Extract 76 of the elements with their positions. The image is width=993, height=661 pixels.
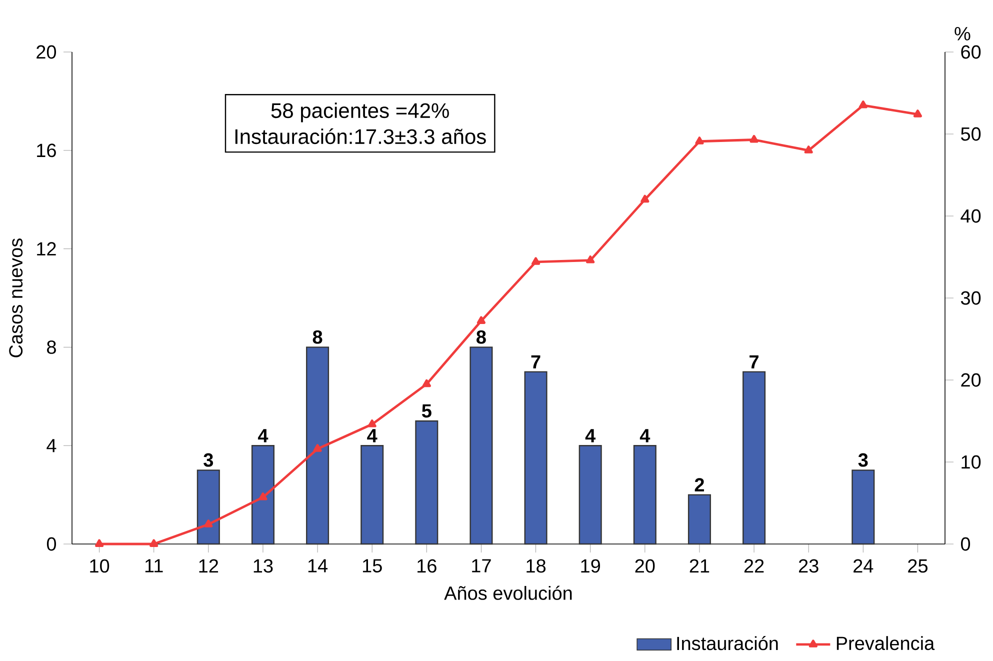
y2-tick-label: 50 (960, 127, 981, 141)
bar (852, 470, 875, 545)
data-label: 4 (367, 429, 378, 442)
bar (578, 445, 602, 545)
bar (633, 445, 656, 545)
point (695, 136, 704, 144)
bar (742, 371, 766, 545)
point (204, 520, 213, 528)
bar (688, 494, 711, 545)
data-label: 2 (694, 478, 704, 492)
data-label: 8 (312, 330, 322, 344)
x-tick-label: 19 (581, 559, 600, 573)
y-axis-title: Casos nuevos (9, 238, 23, 358)
data-label: 3 (858, 453, 868, 467)
point (313, 444, 322, 452)
x-tick-label: 22 (744, 559, 764, 573)
point (640, 194, 650, 203)
x-axis-title: Años evolución (444, 586, 572, 600)
x-tick-label: 13 (254, 559, 273, 573)
annotation: Instauración:17.3±3.3 años (235, 128, 486, 144)
x-tick-label: 10 (90, 559, 110, 573)
y2-tick-label: 0 (960, 537, 970, 551)
y-tick-label: 0 (46, 537, 56, 551)
data-label: 4 (640, 429, 650, 442)
y-tick-label: 4 (46, 439, 56, 452)
x-tick-label: 16 (418, 559, 436, 573)
data-label: 5 (422, 404, 432, 418)
bar (524, 371, 548, 545)
bar (360, 445, 384, 545)
point (531, 257, 540, 266)
bar (470, 346, 493, 545)
x-tick-label: 23 (798, 559, 818, 573)
data-label: 3 (204, 453, 213, 467)
legend-label: Prevalencia (836, 636, 935, 650)
bar (306, 346, 330, 545)
x-tick-label: 20 (635, 559, 655, 573)
y-tick-label: 20 (36, 45, 56, 59)
point (586, 256, 595, 264)
point (368, 420, 376, 428)
bar (415, 420, 438, 545)
point (422, 379, 431, 388)
point (804, 146, 813, 154)
point (750, 135, 758, 143)
y2-tick-label: 40 (960, 209, 981, 223)
point (94, 539, 104, 548)
y-tick-label: 8 (47, 340, 56, 354)
x-tick-label: 25 (908, 559, 928, 573)
y2-tick-label: 10 (962, 455, 981, 469)
y2-axis-title: % (954, 27, 970, 40)
legend-label: Instauración (677, 636, 778, 650)
x-tick-label: 14 (308, 559, 328, 572)
bar (196, 470, 220, 545)
y-tick-label: 12 (37, 242, 56, 256)
data-label: 4 (258, 429, 268, 442)
x-tick-label: 12 (199, 559, 218, 573)
x-tick-label: 17 (472, 559, 491, 572)
bar (251, 445, 274, 545)
data-label: 7 (531, 355, 540, 368)
y2-tick-label: 30 (960, 291, 981, 305)
data-label: 8 (476, 330, 486, 344)
x-tick-label: 18 (526, 559, 546, 573)
x-tick-label: 21 (690, 559, 710, 573)
annotation: 58 pacientes =42% (271, 102, 449, 122)
point (258, 492, 268, 500)
x-tick-label: 24 (854, 559, 874, 573)
point (476, 316, 486, 324)
y2-tick-label: 20 (961, 373, 981, 387)
y-tick-label: 16 (37, 144, 56, 158)
x-tick-label: 11 (145, 559, 163, 572)
point (913, 110, 922, 118)
point (150, 539, 158, 548)
data-label: 7 (750, 355, 758, 368)
y2-tick-label: 60 (961, 45, 981, 59)
data-label: 4 (585, 429, 596, 442)
point (858, 100, 868, 108)
x-tick-label: 15 (362, 559, 382, 573)
